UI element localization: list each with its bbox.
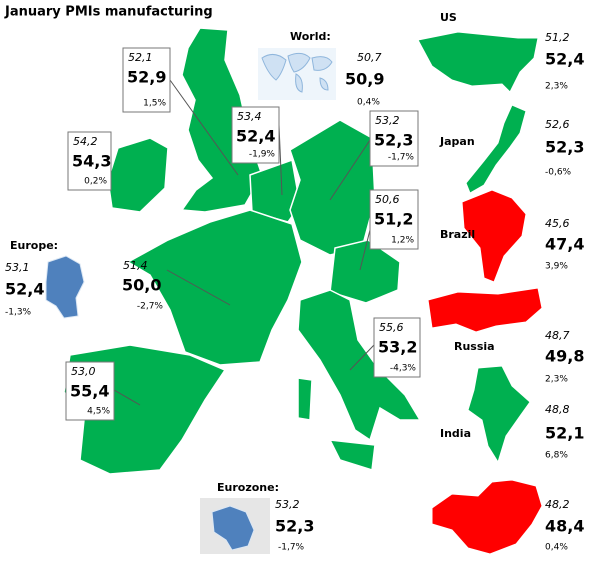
prev-value: 54,2 <box>73 135 98 148</box>
leader-line <box>349 344 375 371</box>
change-value: -0,6% <box>545 168 572 178</box>
label-box <box>369 110 419 167</box>
world-icon <box>258 48 336 100</box>
change-value: 1,2% <box>391 236 414 246</box>
europe-icon <box>45 255 85 319</box>
label-box <box>231 106 280 164</box>
country-shape <box>461 189 527 283</box>
leader-line <box>169 79 239 176</box>
current-value: 50,9 <box>345 70 384 89</box>
prev-value: 53,1 <box>5 261 30 274</box>
prev-value: 48,2 <box>545 498 570 511</box>
prev-value: 51,4 <box>123 259 148 272</box>
current-value: 52,3 <box>545 138 584 157</box>
change-value: 0,4% <box>357 98 380 108</box>
region-label: Eurozone: <box>217 481 279 494</box>
change-value: 1,5% <box>143 99 166 109</box>
country-shape <box>427 287 543 333</box>
change-value: 4,5% <box>87 407 110 417</box>
current-value: 50,0 <box>122 276 161 295</box>
prev-value: 53,2 <box>375 114 400 127</box>
leader-line <box>166 269 231 306</box>
current-value: 54,3 <box>72 152 111 171</box>
prev-value: 53,0 <box>71 365 96 378</box>
prev-value: 50,6 <box>375 193 400 206</box>
change-value: 3,9% <box>545 262 568 272</box>
prev-value: 51,2 <box>545 31 570 44</box>
current-value: 52,4 <box>236 127 275 146</box>
region-label: Europe: <box>10 239 58 252</box>
country-name: US <box>440 11 457 24</box>
country-shapes <box>417 31 543 555</box>
current-value: 52,3 <box>374 131 413 150</box>
prev-value: 50,7 <box>357 51 382 64</box>
eurozone-icon <box>200 498 270 554</box>
current-value: 52,4 <box>545 50 584 69</box>
leader-line <box>329 139 371 201</box>
change-value: -1,7% <box>278 543 305 553</box>
change-value: 0,4% <box>545 543 568 553</box>
change-value: 2,3% <box>545 82 568 92</box>
label-box <box>369 189 419 250</box>
current-value: 47,4 <box>545 235 584 254</box>
change-value: 6,8% <box>545 451 568 461</box>
title: January PMIs manufacturing <box>4 5 213 20</box>
europe-map <box>63 27 422 475</box>
current-value: 48,4 <box>545 517 584 536</box>
country-shape <box>467 365 531 464</box>
leader-line <box>359 229 371 271</box>
country-name: Brazil <box>440 228 475 241</box>
prev-value: 55,6 <box>379 321 404 334</box>
prev-value: 45,6 <box>545 217 570 230</box>
country-name: Japan <box>439 135 475 148</box>
current-value: 53,2 <box>378 338 417 357</box>
current-value: 52,9 <box>127 68 166 87</box>
prev-value: 53,4 <box>237 110 262 123</box>
label-box <box>122 47 171 113</box>
current-value: 52,1 <box>545 424 584 443</box>
leader-line <box>113 389 141 406</box>
prev-value: 48,7 <box>545 329 570 342</box>
country-shape <box>417 31 539 93</box>
region-label: World: <box>290 30 331 43</box>
prev-value: 52,6 <box>545 118 570 131</box>
prev-value: 52,1 <box>128 51 153 64</box>
change-value: -1,3% <box>5 308 32 318</box>
change-value: -4,3% <box>390 364 417 374</box>
country-name: Russia <box>454 340 495 353</box>
current-value: 52,3 <box>275 517 314 536</box>
map-labels: 52,1 52,9 1,5% 54,2 54,3 0,2% 53,4 52,4 -1,9% 53,… <box>5 11 584 553</box>
label-box <box>67 131 112 191</box>
label-box <box>373 317 421 378</box>
current-value: 52,4 <box>5 280 44 299</box>
current-value: 49,8 <box>545 347 584 366</box>
change-value: -1,7% <box>388 153 415 163</box>
country-shape <box>431 479 543 555</box>
prev-value: 48,8 <box>545 403 570 416</box>
country-shape <box>465 104 527 194</box>
change-value: 2,3% <box>545 375 568 385</box>
current-value: 51,2 <box>374 210 413 229</box>
label-box <box>65 361 115 421</box>
change-value: -1,9% <box>249 150 276 160</box>
change-value: 0,2% <box>84 177 107 187</box>
prev-value: 53,2 <box>275 498 300 511</box>
change-value: -2,7% <box>137 302 164 312</box>
country-name: India <box>440 427 471 440</box>
current-value: 55,4 <box>70 382 109 401</box>
